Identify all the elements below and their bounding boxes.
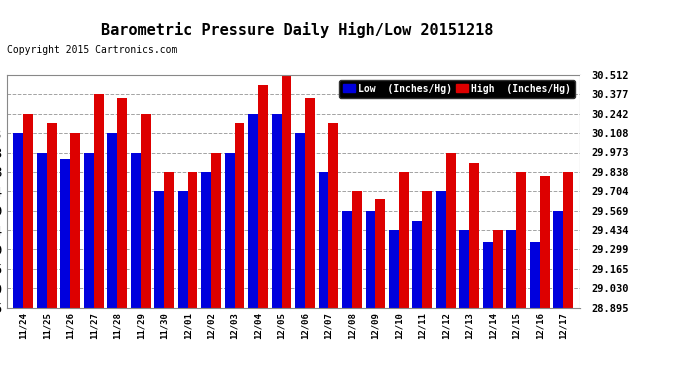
Bar [342, 211, 352, 308]
Bar [493, 230, 502, 308]
Bar [282, 75, 291, 307]
Bar [446, 153, 455, 308]
Bar [530, 242, 540, 308]
Bar [389, 230, 399, 308]
Bar [366, 211, 375, 308]
Bar [23, 114, 33, 308]
Bar [436, 191, 446, 308]
Bar [117, 98, 127, 308]
Bar [141, 114, 150, 308]
Text: Copyright 2015 Cartronics.com: Copyright 2015 Cartronics.com [7, 45, 177, 55]
Bar [553, 211, 563, 308]
Bar [178, 191, 188, 308]
Bar [305, 98, 315, 308]
Bar [61, 159, 70, 308]
Bar [295, 133, 305, 308]
Legend: Low  (Inches/Hg), High  (Inches/Hg): Low (Inches/Hg), High (Inches/Hg) [339, 80, 575, 98]
Bar [235, 123, 244, 308]
Bar [248, 114, 258, 308]
Bar [375, 199, 385, 308]
Bar [164, 172, 174, 308]
Bar [399, 172, 408, 308]
Bar [70, 133, 80, 308]
Bar [469, 163, 479, 308]
Bar [460, 230, 469, 308]
Bar [422, 191, 432, 308]
Bar [211, 153, 221, 308]
Bar [188, 172, 197, 308]
Bar [413, 220, 422, 308]
Bar [540, 176, 549, 308]
Bar [201, 172, 211, 308]
Bar [84, 153, 94, 308]
Bar [155, 191, 164, 308]
Bar [225, 153, 235, 308]
Bar [352, 191, 362, 308]
Bar [37, 153, 47, 308]
Bar [319, 172, 328, 308]
Bar [483, 242, 493, 308]
Bar [14, 133, 23, 308]
Bar [108, 133, 117, 308]
Bar [516, 172, 526, 308]
Bar [328, 123, 338, 308]
Bar [258, 85, 268, 308]
Bar [47, 123, 57, 308]
Bar [506, 230, 516, 308]
Bar [272, 114, 282, 308]
Bar [94, 94, 104, 308]
Bar [563, 172, 573, 308]
Bar [131, 153, 141, 308]
Text: Barometric Pressure Daily High/Low 20151218: Barometric Pressure Daily High/Low 20151… [101, 22, 493, 39]
